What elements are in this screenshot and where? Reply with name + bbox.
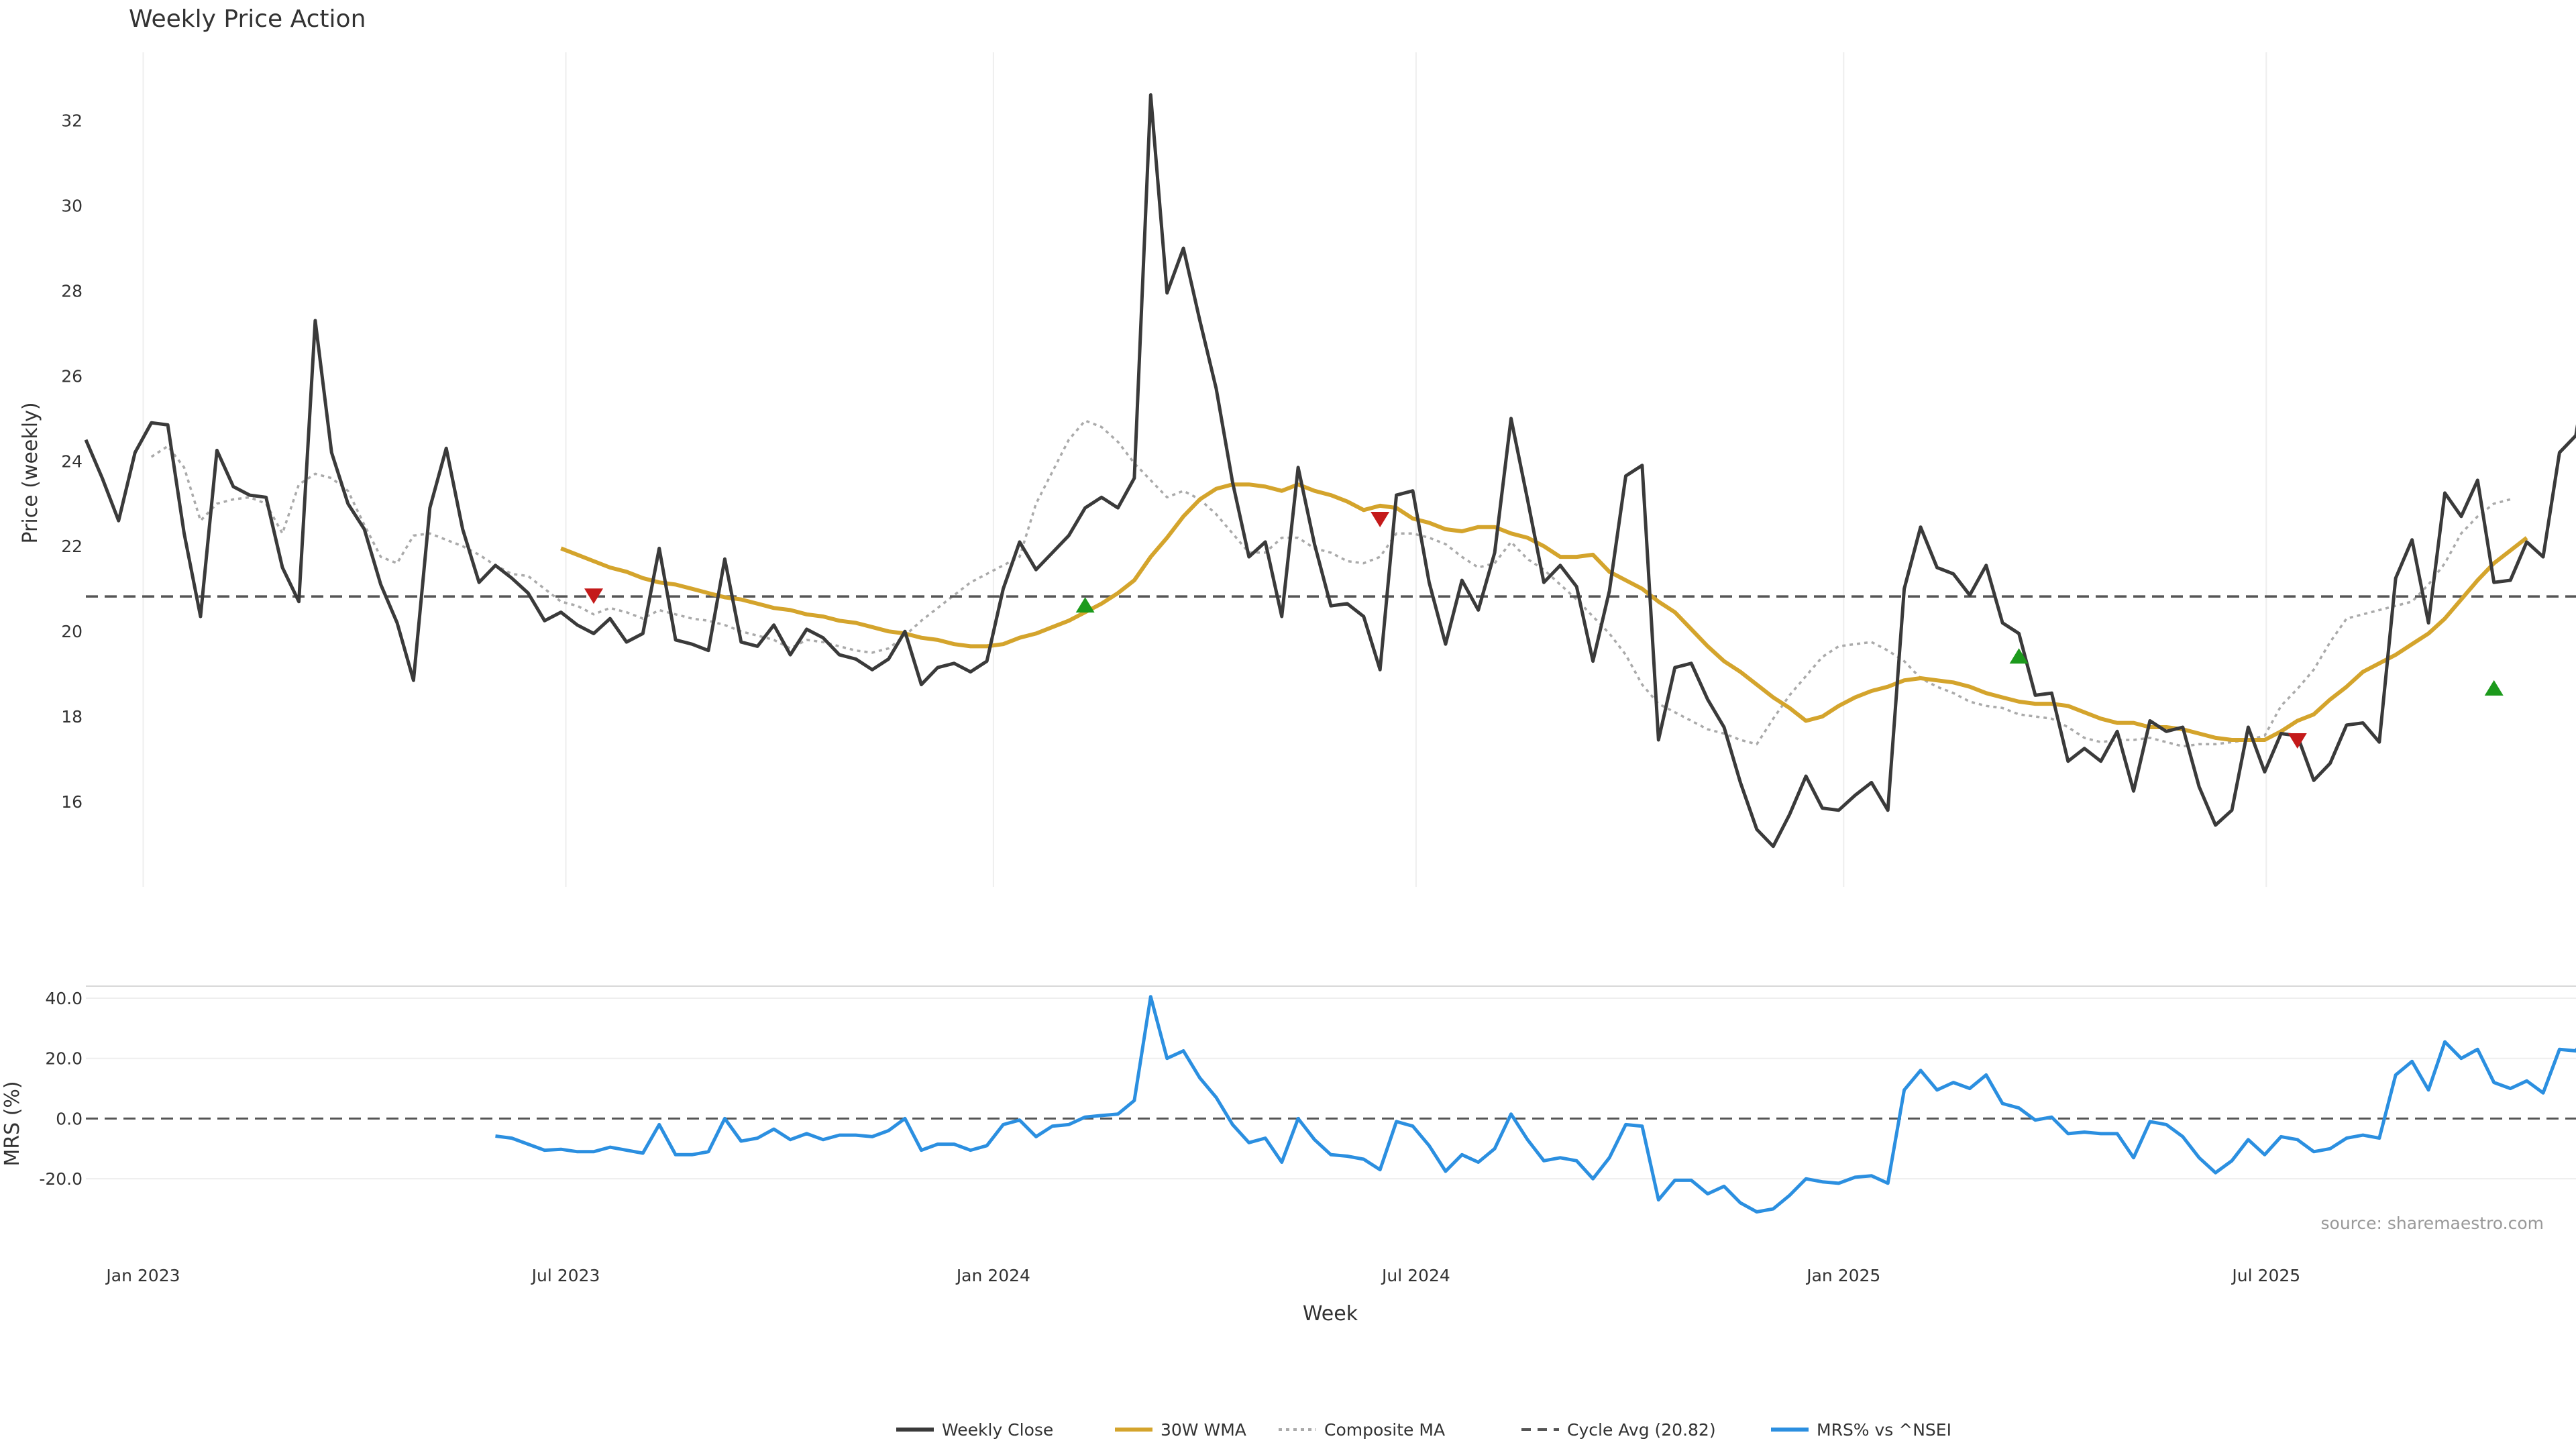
buy-signal-marker — [2484, 680, 2504, 696]
sell-signal-marker — [1371, 511, 1390, 527]
sell-signal-marker — [584, 588, 604, 604]
price-y-tick-label: 18 — [61, 707, 83, 727]
legend-label: Weekly Close — [942, 1420, 1053, 1440]
series-weekly-close — [84, 93, 2576, 849]
legend-item: Composite MA — [1279, 1420, 1445, 1440]
signal-markers — [584, 511, 2504, 749]
x-tick-label: Jul 2023 — [531, 1266, 600, 1285]
mrs-y-axis-title: MRS (%) — [1, 1081, 24, 1166]
mrs-y-tick-label: 0.0 — [56, 1109, 83, 1128]
legend-item: MRS% vs ^NSEI — [1771, 1420, 1951, 1440]
price-series — [84, 93, 2576, 849]
price-y-tick-label: 22 — [61, 537, 83, 556]
x-axis-title: Week — [1303, 1302, 1358, 1326]
chart-title: Weekly Price Action — [129, 5, 366, 33]
legend-label: 30W WMA — [1161, 1420, 1246, 1440]
x-tick-label: Jan 2025 — [1805, 1266, 1880, 1285]
price-y-ticks: 16 18 20 22 24 26 28 30 32 — [61, 111, 83, 812]
mrs-y-tick-label: 20.0 — [45, 1049, 83, 1069]
legend-item: Weekly Close — [896, 1420, 1053, 1440]
series-mrs — [495, 995, 2576, 1214]
series-30w-wma — [560, 482, 2528, 742]
x-tick-label: Jul 2024 — [1381, 1266, 1450, 1285]
price-y-tick-label: 32 — [61, 111, 83, 131]
price-y-tick-label: 24 — [61, 451, 83, 471]
price-grid — [142, 52, 2267, 887]
x-tick-label: Jan 2024 — [955, 1266, 1030, 1285]
buy-signal-marker — [2009, 648, 2029, 664]
legend-item: Cycle Avg (20.82) — [1521, 1420, 1716, 1440]
legend-label: Cycle Avg (20.82) — [1567, 1420, 1716, 1440]
legend-label: Composite MA — [1324, 1420, 1445, 1440]
sell-signal-marker — [2288, 733, 2307, 749]
buy-signal-marker — [1075, 597, 1095, 613]
mrs-y-tick-label: -20.0 — [39, 1169, 83, 1189]
legend: Weekly Close 30W WMA Composite MA Cycle Avg… — [896, 1420, 1951, 1440]
price-y-tick-label: 26 — [61, 366, 83, 386]
series-composite-ma — [150, 419, 2511, 748]
x-ticks: Jan 2023 Jul 2023 Jan 2024 Jul 2024 Jan 2025… — [105, 1266, 2300, 1285]
x-tick-label: Jan 2023 — [105, 1266, 180, 1285]
mrs-grid — [86, 985, 2576, 1180]
mrs-series — [495, 995, 2576, 1214]
mrs-y-ticks: 40.0 20.0 0.0 -20.0 — [39, 989, 83, 1189]
price-y-tick-label: 28 — [61, 281, 83, 301]
mrs-y-tick-label: 40.0 — [45, 989, 83, 1008]
price-y-tick-label: 20 — [61, 622, 83, 641]
x-tick-label: Jul 2025 — [2231, 1266, 2300, 1285]
legend-item: 30W WMA — [1115, 1420, 1246, 1440]
price-y-tick-label: 16 — [61, 792, 83, 812]
source-note: source: sharemaestro.com — [2321, 1214, 2544, 1233]
legend-label: MRS% vs ^NSEI — [1817, 1420, 1951, 1440]
price-y-axis-title: Price (weekly) — [19, 402, 42, 543]
price-y-tick-label: 30 — [61, 196, 83, 215]
